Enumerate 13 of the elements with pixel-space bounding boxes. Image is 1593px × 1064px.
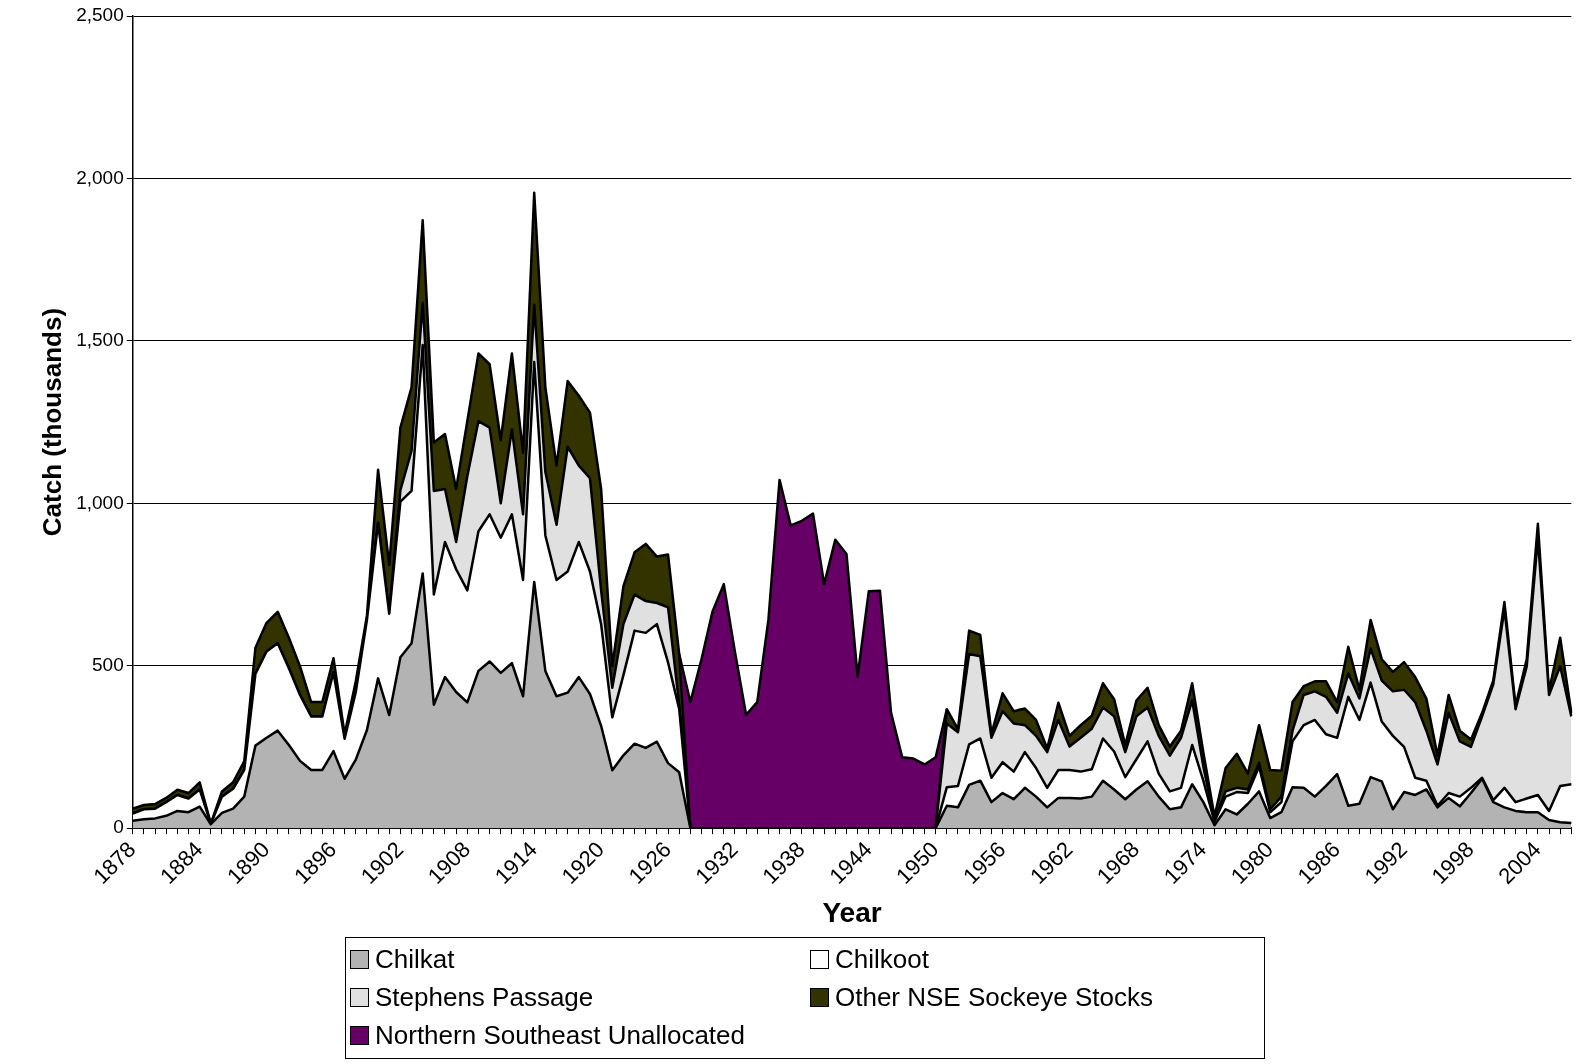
y-tick-label: 2,500 — [76, 4, 124, 26]
y-axis-title: Catch (thousands) — [36, 307, 67, 537]
y-tick-label: 500 — [92, 653, 124, 675]
x-axis-title: Year — [822, 896, 882, 928]
legend-label: Stephens Passage — [375, 981, 594, 1013]
y-tick-label: 2,000 — [76, 166, 124, 188]
y-tick-label: 0 — [113, 816, 124, 838]
legend-label: Northern Southeast Unallocated — [375, 1019, 746, 1051]
legend-label: Other NSE Sockeye Stocks — [835, 981, 1153, 1013]
y-tick-label: 1,000 — [76, 491, 124, 513]
legend-label: Chilkoot — [835, 943, 929, 975]
legend-label: Chilkat — [375, 943, 455, 975]
y-tick-label: 1,500 — [76, 329, 124, 351]
